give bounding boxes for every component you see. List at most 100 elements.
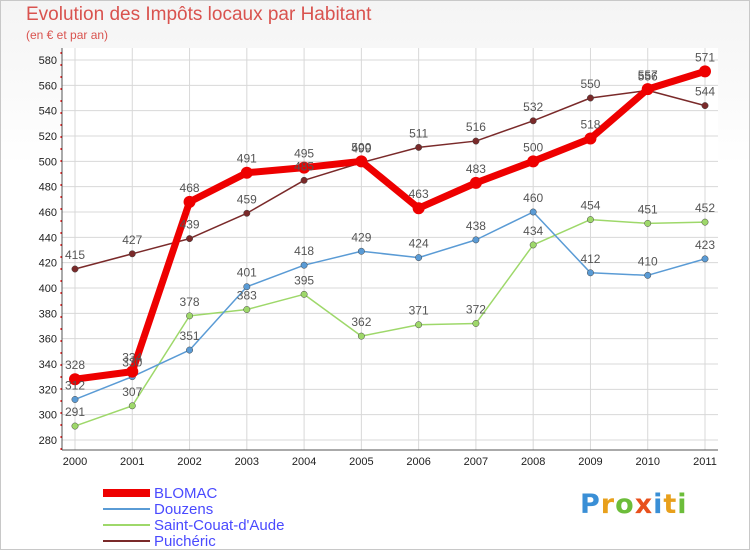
legend-label: Saint-Couat-d'Aude	[154, 517, 284, 534]
data-point	[300, 261, 308, 269]
grid-layer	[62, 48, 718, 450]
data-label: 485	[294, 159, 314, 173]
data-label: 423	[695, 238, 715, 252]
data-label: 550	[580, 77, 600, 91]
data-point	[587, 94, 594, 102]
data-label: 434	[523, 224, 543, 238]
data-label: 499	[351, 142, 371, 156]
data-label: 518	[580, 118, 600, 132]
data-label: 415	[65, 248, 85, 262]
data-point	[644, 271, 652, 279]
data-label: 418	[294, 244, 314, 258]
data-point	[644, 219, 652, 227]
y-tick-label: 320	[39, 384, 57, 396]
y-tick-label: 540	[39, 106, 57, 118]
data-label: 328	[65, 358, 85, 372]
data-point	[300, 290, 308, 298]
data-label: 371	[409, 304, 429, 318]
data-point	[415, 321, 423, 329]
y-tick-label: 520	[39, 131, 57, 143]
data-label: 557	[638, 68, 658, 82]
data-point	[529, 208, 537, 216]
data-label: 483	[466, 162, 486, 176]
data-label: 372	[466, 302, 486, 316]
data-point	[587, 216, 594, 224]
data-label: 429	[351, 230, 371, 244]
data-point	[69, 373, 81, 386]
data-label: 438	[466, 219, 486, 233]
y-tick-label: 500	[39, 156, 57, 168]
x-tick-label: 2004	[292, 456, 316, 468]
data-label: 459	[237, 192, 257, 206]
data-point	[472, 236, 480, 244]
x-tick-label: 2009	[578, 456, 602, 468]
data-point	[641, 83, 654, 96]
data-point	[472, 320, 480, 327]
y-tick-label: 360	[39, 334, 57, 346]
x-tick-label: 2000	[63, 456, 87, 468]
data-label: 291	[65, 405, 85, 419]
data-point	[584, 132, 597, 145]
data-label: 383	[237, 289, 257, 303]
data-point	[71, 396, 79, 403]
logo-letter: P	[580, 489, 601, 520]
data-label: 334	[122, 351, 142, 365]
data-point	[300, 176, 308, 184]
data-label: 451	[638, 202, 658, 216]
data-label: 330	[122, 356, 142, 370]
logo-letter: o	[615, 489, 635, 520]
data-label: 401	[237, 266, 257, 280]
data-point	[298, 161, 311, 174]
x-tick-label: 2002	[177, 456, 201, 468]
data-label: 532	[523, 100, 543, 114]
data-point	[699, 65, 711, 78]
data-label: 500	[523, 140, 543, 154]
proxiti-logo: Proxiti	[580, 489, 688, 520]
data-label: 544	[695, 85, 715, 99]
data-point	[186, 312, 193, 320]
data-label: 452	[695, 201, 715, 215]
data-point	[183, 195, 196, 208]
series-line	[74, 211, 706, 401]
logo-letter: t	[663, 489, 678, 520]
y-tick-label: 380	[39, 308, 57, 320]
data-point	[128, 250, 136, 258]
data-point	[415, 254, 423, 262]
x-tick-label: 2011	[693, 456, 717, 468]
data-label: 439	[180, 218, 200, 232]
data-point	[240, 166, 253, 179]
chart-title: Evolution des Impôts locaux par Habitant	[26, 4, 372, 25]
data-label: 424	[409, 237, 429, 251]
data-point	[128, 402, 136, 410]
y-tick-label: 420	[39, 258, 57, 270]
data-label: 460	[523, 191, 543, 205]
data-point	[472, 137, 480, 145]
data-point	[243, 209, 251, 217]
data-label: 571	[695, 50, 715, 64]
data-point	[701, 218, 709, 226]
y-tick-label: 460	[39, 207, 57, 219]
x-tick-label: 2006	[406, 456, 430, 468]
y-tick-label: 440	[39, 232, 57, 244]
x-tick-label: 2007	[464, 456, 488, 468]
y-tick-label: 560	[39, 80, 57, 92]
series-layer	[69, 65, 711, 430]
data-label: 454	[580, 199, 600, 213]
data-label: 410	[638, 254, 658, 268]
data-label-layer: 415 427 439 459 485 499 511 516 532 550 556 544 291 3…	[65, 50, 715, 419]
data-label: 511	[409, 126, 428, 140]
data-label: 500	[351, 140, 371, 154]
data-label: 378	[180, 295, 200, 309]
data-label: 312	[65, 378, 85, 392]
data-label: 395	[294, 273, 314, 287]
data-label: 516	[466, 120, 486, 134]
data-point	[71, 422, 79, 430]
data-label: 463	[409, 187, 429, 201]
data-label: 412	[580, 252, 600, 266]
x-tick-label: 2005	[349, 456, 373, 468]
x-tick-label: 2003	[235, 456, 259, 468]
y-tick-label: 300	[39, 410, 57, 422]
axis-layer: 280 300 320 340 360 380 400 420 440 460 480 500 520 5…	[39, 48, 718, 468]
data-point	[126, 365, 139, 378]
data-label: 362	[351, 315, 371, 329]
